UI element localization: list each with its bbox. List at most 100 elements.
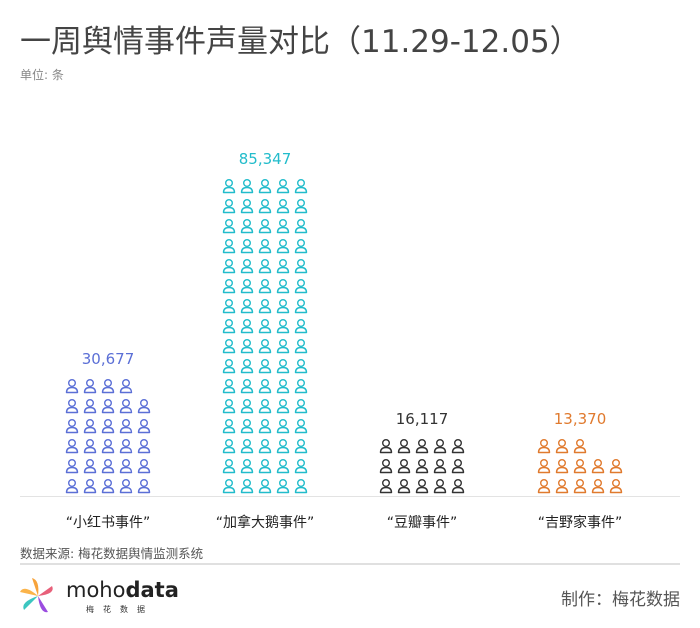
person-icon xyxy=(222,399,236,414)
person-icon xyxy=(65,379,79,394)
person-icon xyxy=(240,319,254,334)
person-icon xyxy=(222,279,236,294)
person-icon xyxy=(240,239,254,254)
person-icon xyxy=(222,199,236,214)
person-icon xyxy=(258,219,272,234)
category-label: “豆瓣事件” xyxy=(386,515,458,531)
person-icon xyxy=(591,479,605,494)
person-icon xyxy=(137,399,151,414)
person-icon xyxy=(555,439,569,454)
person-icon xyxy=(137,439,151,454)
person-icon xyxy=(258,459,272,474)
chart-title: 一周舆情事件声量对比（11.29-12.05） xyxy=(20,24,581,60)
person-icon xyxy=(276,299,290,314)
person-icon xyxy=(276,479,290,494)
person-icon xyxy=(258,359,272,374)
person-icon xyxy=(537,479,551,494)
person-icon xyxy=(294,479,308,494)
person-icon xyxy=(119,479,133,494)
person-icon xyxy=(294,219,308,234)
person-icon xyxy=(83,479,97,494)
value-label: 30,677 xyxy=(81,350,135,368)
person-icon xyxy=(294,239,308,254)
person-icon xyxy=(101,399,115,414)
person-icon xyxy=(222,319,236,334)
person-icon xyxy=(294,419,308,434)
person-icon xyxy=(276,339,290,354)
person-icon xyxy=(537,439,551,454)
person-icon xyxy=(379,439,393,454)
person-icon xyxy=(222,239,236,254)
person-icon xyxy=(294,359,308,374)
person-icon xyxy=(276,219,290,234)
person-icon xyxy=(240,199,254,214)
person-icon xyxy=(573,479,587,494)
person-icon xyxy=(65,399,79,414)
person-icon xyxy=(83,459,97,474)
person-icon xyxy=(276,399,290,414)
brand-name: mohodata xyxy=(66,578,179,602)
person-icon xyxy=(222,219,236,234)
value-label: 16,117 xyxy=(395,410,449,428)
person-icon xyxy=(101,479,115,494)
person-icon xyxy=(397,459,411,474)
person-icon xyxy=(276,459,290,474)
person-icon xyxy=(65,419,79,434)
person-icon xyxy=(276,319,290,334)
person-icon xyxy=(119,399,133,414)
person-icon xyxy=(573,459,587,474)
person-icon xyxy=(222,359,236,374)
person-icon xyxy=(258,179,272,194)
person-icon xyxy=(240,279,254,294)
person-icon xyxy=(294,319,308,334)
person-icon xyxy=(101,419,115,434)
person-icon xyxy=(258,339,272,354)
icon-grid xyxy=(220,176,310,496)
data-source: 数据来源: 梅花数据舆情监测系统 xyxy=(20,546,204,561)
person-icon xyxy=(258,299,272,314)
person-icon xyxy=(276,279,290,294)
person-icon xyxy=(222,459,236,474)
person-icon xyxy=(101,379,115,394)
pictogram-column: 30,677 xyxy=(48,350,168,496)
person-icon xyxy=(240,459,254,474)
person-icon xyxy=(415,459,429,474)
person-icon xyxy=(537,459,551,474)
person-icon xyxy=(137,459,151,474)
person-icon xyxy=(276,199,290,214)
icon-grid xyxy=(377,436,467,496)
brand-subtitle: 梅花数据 xyxy=(86,605,154,614)
person-icon xyxy=(258,419,272,434)
person-icon xyxy=(222,439,236,454)
pictogram-column: 16,117 xyxy=(362,410,482,496)
person-icon xyxy=(276,259,290,274)
person-icon xyxy=(294,399,308,414)
brand-light: moho xyxy=(66,578,126,602)
person-icon xyxy=(65,459,79,474)
person-icon xyxy=(83,439,97,454)
person-icon xyxy=(222,179,236,194)
person-icon xyxy=(415,439,429,454)
person-icon xyxy=(258,479,272,494)
category-label: “小红书事件” xyxy=(65,515,151,531)
person-icon xyxy=(379,459,393,474)
person-icon xyxy=(294,179,308,194)
baseline xyxy=(20,496,680,497)
person-icon xyxy=(83,419,97,434)
person-icon xyxy=(294,439,308,454)
person-icon xyxy=(276,379,290,394)
person-icon xyxy=(65,479,79,494)
person-icon xyxy=(83,379,97,394)
person-icon xyxy=(276,239,290,254)
person-icon xyxy=(101,439,115,454)
person-icon xyxy=(258,379,272,394)
category-label: “加拿大鹅事件” xyxy=(215,515,315,531)
person-icon xyxy=(240,439,254,454)
person-icon xyxy=(276,179,290,194)
footer-divider xyxy=(20,563,680,565)
person-icon xyxy=(222,379,236,394)
person-icon xyxy=(276,439,290,454)
person-icon xyxy=(240,219,254,234)
person-icon xyxy=(294,299,308,314)
